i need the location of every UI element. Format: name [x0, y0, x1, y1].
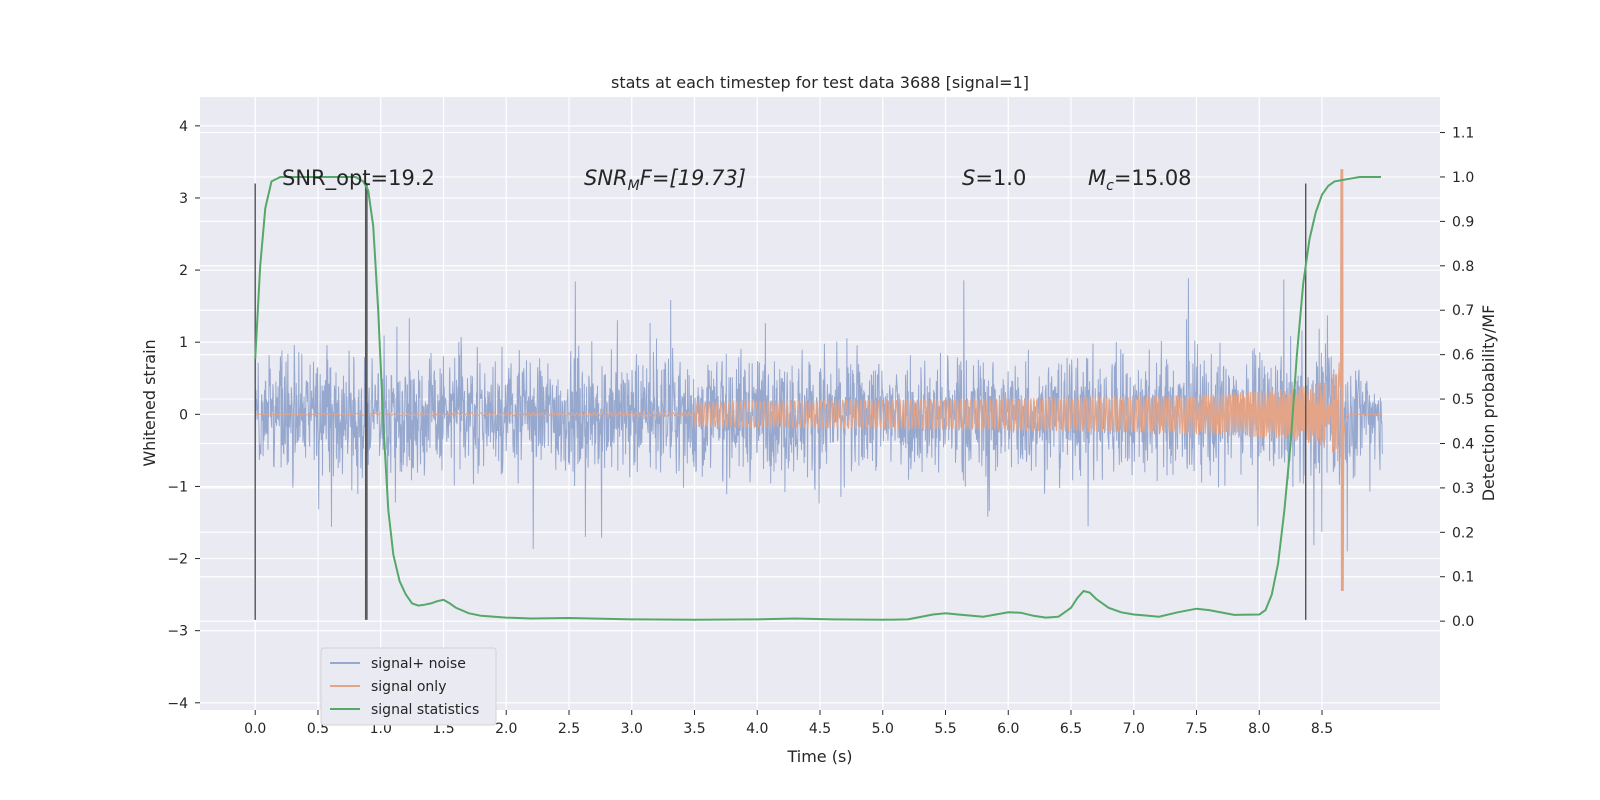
vertical-markers — [254, 183, 1307, 620]
y-tick-label: 0 — [179, 407, 188, 423]
right-tick-label: 0.4 — [1452, 436, 1474, 452]
x-tick-label: 3.5 — [683, 721, 705, 737]
y-tick-label: 3 — [179, 191, 188, 207]
right-tick-label: 0.9 — [1452, 214, 1474, 230]
right-tick-label: 0.1 — [1452, 570, 1474, 586]
plot-area — [254, 169, 1383, 621]
legend-label-stat: signal statistics — [371, 702, 479, 718]
snr-opt-annotation: SNR_opt=19.2 — [282, 166, 435, 191]
y-tick-label: −2 — [167, 552, 188, 568]
y-tick-label: 2 — [179, 263, 188, 279]
right-tick-label: 0.6 — [1452, 348, 1474, 364]
mc-name: M — [1088, 166, 1106, 190]
y-tick-label: −4 — [167, 696, 188, 712]
mc-value: =15.08 — [1114, 166, 1192, 190]
x-tick-label: 8.0 — [1248, 721, 1270, 737]
right-tick-label: 1.0 — [1452, 170, 1474, 186]
signal-only-line — [255, 169, 1383, 592]
right-tick-label: 1.1 — [1452, 126, 1474, 142]
x-tick-label: 8.5 — [1311, 721, 1333, 737]
x-tick-label: 4.0 — [746, 721, 768, 737]
s-name: S — [962, 166, 975, 190]
s-annotation: S=1.0 — [962, 166, 1026, 190]
legend-label-noise: signal+ noise — [371, 656, 466, 672]
signal-statistics-line — [254, 176, 1381, 621]
right-tick-label: 0.7 — [1452, 303, 1474, 319]
mc-annotation: Mc=15.08 — [1088, 166, 1192, 194]
y-tick-label: 4 — [179, 119, 188, 135]
snr-mf-annotation: SNRMF=[19.73] — [584, 166, 746, 194]
right-y-axis-label: Detection probability/MF — [1479, 305, 1498, 502]
s-value: =1.0 — [975, 166, 1026, 190]
y-tick-label: 1 — [179, 335, 188, 351]
right-tick-label: 0.8 — [1452, 259, 1474, 275]
y-tick-label: −3 — [167, 624, 188, 640]
x-tick-label: 0.0 — [244, 721, 266, 737]
x-axis-label: Time (s) — [786, 747, 852, 766]
x-tick-label: 2.0 — [495, 721, 517, 737]
legend-box — [320, 647, 497, 726]
x-tick-label: 6.0 — [997, 721, 1019, 737]
right-tick-label: 0.3 — [1452, 481, 1474, 497]
y-tick-label: −1 — [167, 479, 188, 495]
x-tick-label: 5.5 — [934, 721, 956, 737]
y-axis-ticks: 4 3 2 1 0 −1 −2 −3 −4 — [167, 119, 200, 712]
x-tick-label: 7.5 — [1185, 721, 1207, 737]
mc-subscript: c — [1106, 178, 1114, 194]
legend-label-signal: signal only — [371, 679, 446, 695]
legend: signal+ noise signal only signal statist… — [320, 647, 497, 726]
snr-mf-name: SNR — [584, 166, 628, 190]
x-tick-label: 3.0 — [621, 721, 643, 737]
right-tick-label: 0.0 — [1452, 614, 1474, 630]
x-tick-label: 2.5 — [558, 721, 580, 737]
chart-title: stats at each timestep for test data 368… — [611, 73, 1029, 92]
right-tick-label: 0.5 — [1452, 392, 1474, 408]
right-tick-label: 0.2 — [1452, 525, 1474, 541]
x-tick-label: 6.5 — [1060, 721, 1082, 737]
snr-mf-value: F=[19.73] — [640, 166, 746, 190]
y-axis-label: Whitened strain — [140, 339, 159, 466]
x-tick-label: 5.0 — [872, 721, 894, 737]
x-tick-label: 4.5 — [809, 721, 831, 737]
snr-mf-subscript: M — [628, 178, 640, 194]
right-y-axis-ticks: 1.1 1.0 0.9 0.8 0.7 0.6 0.5 0.4 0.3 0.2 0.1 0.0 — [1440, 126, 1474, 630]
x-tick-label: 7.0 — [1123, 721, 1145, 737]
